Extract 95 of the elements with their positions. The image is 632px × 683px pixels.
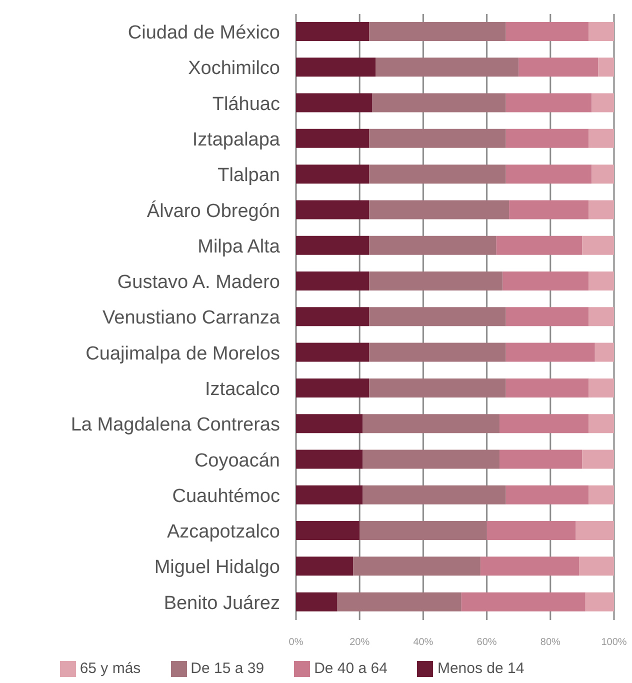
bar <box>506 93 592 112</box>
x-tick-label: 80% <box>540 637 561 648</box>
bar <box>296 342 370 362</box>
bar <box>369 200 510 220</box>
bar <box>588 128 614 148</box>
bar <box>509 200 589 220</box>
bar <box>576 521 614 540</box>
bar <box>353 556 480 576</box>
legend-label: De 15 a 39 <box>190 660 264 677</box>
bar <box>296 93 372 112</box>
bar <box>362 450 500 469</box>
bar <box>369 272 503 291</box>
bar <box>506 307 589 326</box>
legend-label: 65 y más <box>80 660 141 677</box>
bar <box>588 22 614 41</box>
bar <box>588 485 614 504</box>
bar <box>362 485 506 504</box>
bar <box>296 307 370 326</box>
bar <box>296 450 363 469</box>
bar <box>585 592 614 612</box>
bar <box>362 414 500 434</box>
bar <box>296 128 370 148</box>
bar <box>506 128 589 148</box>
bar <box>588 200 614 220</box>
bar <box>588 307 614 326</box>
bar <box>592 164 614 184</box>
bar <box>518 58 598 77</box>
bar <box>296 556 354 576</box>
bar <box>296 236 370 255</box>
bar <box>296 592 338 612</box>
bar <box>588 414 614 434</box>
bar <box>500 414 589 434</box>
y-tick-label: Tlalpan <box>218 165 280 186</box>
bar <box>582 236 614 255</box>
y-tick-label: Cuajimalpa de Morelos <box>86 343 280 364</box>
bar <box>594 342 614 362</box>
y-tick-label: La Magdalena Contreras <box>70 414 280 436</box>
bar <box>296 414 363 434</box>
bar <box>296 22 370 41</box>
y-tick-label: Iztacalco <box>205 379 280 400</box>
bar <box>296 200 370 220</box>
bar <box>506 378 589 398</box>
y-tick-label: Ciudad de México <box>128 22 280 44</box>
y-tick-label: Álvaro Obregón <box>146 200 280 222</box>
bar <box>496 236 582 255</box>
bar <box>598 58 614 77</box>
bar <box>360 521 487 540</box>
y-tick-label: Coyoacán <box>194 450 280 472</box>
y-tick-label: Azcapotzalco <box>166 522 280 543</box>
bar <box>582 450 614 469</box>
bar <box>372 93 506 112</box>
y-tick-label: Milpa Alta <box>198 236 280 258</box>
bar <box>369 378 506 398</box>
y-tick-label: Iztapalapa <box>192 130 280 151</box>
bar <box>506 164 592 184</box>
bar <box>506 22 589 41</box>
bar <box>461 592 586 612</box>
x-tick-label: 60% <box>476 637 497 648</box>
bar <box>480 556 580 576</box>
bar <box>296 378 370 398</box>
y-tick-label: Miguel Hidalgo <box>154 557 280 578</box>
bar <box>369 342 506 362</box>
bar <box>369 164 506 184</box>
x-tick-label: 40% <box>413 637 434 648</box>
y-tick-label: Cuauhtémoc <box>172 486 280 507</box>
y-tick-label: Tláhuac <box>212 94 280 115</box>
bar <box>296 485 363 504</box>
bar <box>486 521 576 540</box>
y-tick-label: Xochimilco <box>188 58 280 80</box>
bar <box>369 128 506 148</box>
bar <box>506 342 595 362</box>
x-tick-label: 0% <box>288 637 304 648</box>
y-tick-label: Gustavo A. Madero <box>117 272 280 294</box>
bar <box>296 521 360 540</box>
y-tick-label: Venustiano Carranza <box>102 308 280 329</box>
bar <box>500 450 582 469</box>
bar <box>588 272 614 291</box>
legend-label: Menos de 14 <box>437 660 524 677</box>
bar <box>296 272 370 291</box>
legend-label: De 40 a 64 <box>314 660 388 677</box>
x-tick-label: 100% <box>601 637 627 648</box>
bar <box>369 236 496 255</box>
x-tick-label: 20% <box>350 637 370 648</box>
bar <box>588 378 614 398</box>
y-tick-label: Benito Juárez <box>164 592 280 614</box>
bar <box>369 22 506 41</box>
bar <box>592 93 614 112</box>
bar <box>502 272 589 291</box>
bar <box>369 307 506 326</box>
bar <box>296 164 370 184</box>
bar <box>376 58 519 77</box>
bar <box>506 485 589 504</box>
bar <box>296 58 376 77</box>
bar <box>337 592 462 612</box>
bar <box>579 556 614 576</box>
